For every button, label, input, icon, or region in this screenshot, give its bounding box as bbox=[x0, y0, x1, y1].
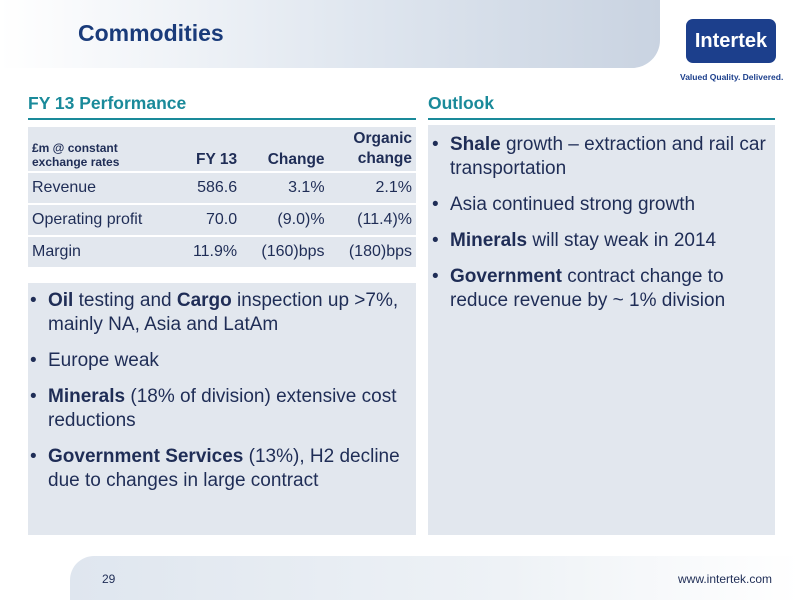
bullet-bold-text: Minerals bbox=[48, 386, 126, 407]
table-header-change: Change bbox=[267, 151, 325, 168]
bullet-icon: • bbox=[432, 266, 439, 287]
bullet-bold-text: Government Services bbox=[48, 446, 244, 467]
outlook-bullet-list: • Shale growth – extraction and rail car… bbox=[428, 125, 775, 313]
bullet-text: Asia continued strong growth bbox=[450, 194, 696, 215]
bullet-text: contract change to reduce revenue by ~ 1… bbox=[450, 266, 726, 311]
bullet-icon: • bbox=[30, 446, 37, 467]
bullet-bold-text: Cargo bbox=[176, 290, 232, 311]
bullet-icon: • bbox=[432, 230, 439, 251]
table-cell: 3.1% bbox=[241, 171, 329, 204]
bullet-text: (13%), H2 decline due to changes in larg… bbox=[48, 446, 400, 491]
bullet-icon: • bbox=[432, 134, 439, 155]
title-band bbox=[0, 0, 660, 68]
logo-tagline: Valued Quality. Delivered. bbox=[680, 72, 784, 82]
list-item: • Asia continued strong growth bbox=[430, 193, 767, 217]
performance-section-title: FY 13 Performance bbox=[28, 93, 187, 113]
bullet-icon: • bbox=[30, 350, 37, 371]
intertek-logo: Intertek bbox=[686, 19, 776, 63]
list-item: • Government Services (13%), H2 decline … bbox=[28, 445, 406, 493]
page-title: Commodities bbox=[78, 20, 224, 46]
bullet-icon: • bbox=[30, 386, 37, 407]
performance-bullets-panel: • Oil testing and Cargo inspection up >7… bbox=[28, 283, 416, 535]
bullet-text: growth – extraction and rail car transpo… bbox=[450, 134, 766, 179]
table-row: Operating profit 70.0 (9.0)% (11.4)% bbox=[28, 203, 416, 236]
table-row: Revenue 586.6 3.1% 2.1% bbox=[28, 171, 416, 204]
table-cell: Revenue bbox=[28, 171, 174, 204]
list-item: • Shale growth – extraction and rail car… bbox=[430, 133, 767, 181]
table-header-fy13: FY 13 bbox=[196, 151, 238, 168]
table-cell: 11.9% bbox=[173, 235, 242, 267]
bullet-text: testing and bbox=[73, 290, 177, 311]
list-item: • Europe weak bbox=[28, 349, 406, 373]
logo-text: Intertek bbox=[694, 30, 768, 52]
footer-url-link[interactable]: www.intertek.com bbox=[678, 572, 773, 586]
list-item: • Oil testing and Cargo inspection up >7… bbox=[28, 289, 406, 337]
table-cell: Operating profit bbox=[28, 203, 174, 236]
table-cell: 2.1% bbox=[328, 171, 416, 204]
list-item: • Minerals will stay weak in 2014 bbox=[430, 229, 767, 253]
table-header-organic-change: Organic change bbox=[353, 130, 412, 167]
table-cell: (160)bps bbox=[241, 235, 329, 267]
page-number: 29 bbox=[102, 572, 116, 586]
outlook-panel: • Shale growth – extraction and rail car… bbox=[428, 125, 775, 535]
bullet-text: Europe weak bbox=[48, 350, 159, 371]
bullet-bold-text: Oil bbox=[48, 290, 74, 311]
bullet-text: inspection up >7%, mainly NA, Asia and L… bbox=[48, 290, 399, 335]
bullet-icon: • bbox=[432, 194, 439, 215]
bullet-bold-text: Shale bbox=[450, 134, 501, 155]
footer-band bbox=[70, 556, 800, 600]
bullet-bold-text: Minerals bbox=[450, 230, 528, 251]
table-cell: (180)bps bbox=[328, 235, 416, 267]
performance-bullet-list: • Oil testing and Cargo inspection up >7… bbox=[28, 283, 416, 493]
table-cell: 586.6 bbox=[173, 171, 242, 204]
outlook-section-title: Outlook bbox=[428, 93, 495, 113]
table-cell: Margin bbox=[28, 235, 174, 267]
table-row: Margin 11.9% (160)bps (180)bps bbox=[28, 235, 416, 267]
table-header-row: £m @ constant exchange rates FY 13 Chang… bbox=[28, 127, 416, 172]
table-cell: (9.0)% bbox=[241, 203, 329, 236]
performance-divider bbox=[28, 118, 416, 120]
table-cell: 70.0 bbox=[173, 203, 242, 236]
list-item: • Minerals (18% of division) extensive c… bbox=[28, 385, 406, 433]
bullet-text: (18% of division) extensive cost reducti… bbox=[48, 386, 397, 431]
table-cell: (11.4)% bbox=[328, 203, 416, 236]
performance-table: £m @ constant exchange rates FY 13 Chang… bbox=[28, 127, 416, 267]
outlook-divider bbox=[428, 118, 775, 120]
bullet-bold-text: Government bbox=[450, 266, 562, 287]
table-header-units: £m @ constant exchange rates bbox=[32, 141, 120, 169]
bullet-icon: • bbox=[30, 290, 37, 311]
list-item: • Government contract change to reduce r… bbox=[430, 265, 767, 313]
bullet-text: will stay weak in 2014 bbox=[527, 230, 717, 251]
